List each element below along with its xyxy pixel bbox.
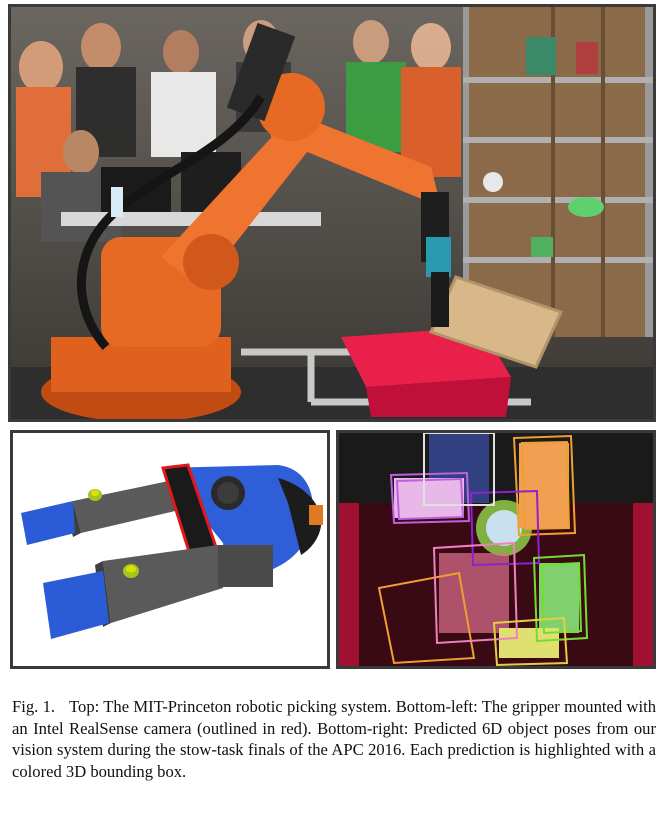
water-bottle <box>111 187 123 217</box>
pink-tangle-object <box>439 553 509 633</box>
gripper-body <box>163 465 313 578</box>
crowd <box>16 20 461 242</box>
bounding-boxes <box>377 433 589 666</box>
upper-finger <box>73 478 188 533</box>
pose-boxes-illustration <box>339 433 653 666</box>
bottom-right-pose-predictions <box>336 430 656 669</box>
robot-arm <box>41 22 451 419</box>
bottom-left-gripper-render <box>10 430 330 669</box>
pink-object <box>394 478 464 518</box>
top-photo-robot-system <box>8 4 656 422</box>
robot-scene-illustration <box>11 7 653 419</box>
orange-object <box>519 443 569 528</box>
figure-label: Fig. 1. <box>12 697 56 716</box>
green-bottle-object <box>539 563 579 633</box>
shelf <box>463 7 653 337</box>
caption-text: Top: The MIT-Princeton robotic picking s… <box>12 697 656 781</box>
gripper-illustration <box>13 433 327 666</box>
lower-suction-pad <box>43 571 109 639</box>
figure-caption: Fig. 1. Top: The MIT-Princeton robotic pi… <box>12 696 656 782</box>
upper-suction-pad <box>21 501 75 545</box>
